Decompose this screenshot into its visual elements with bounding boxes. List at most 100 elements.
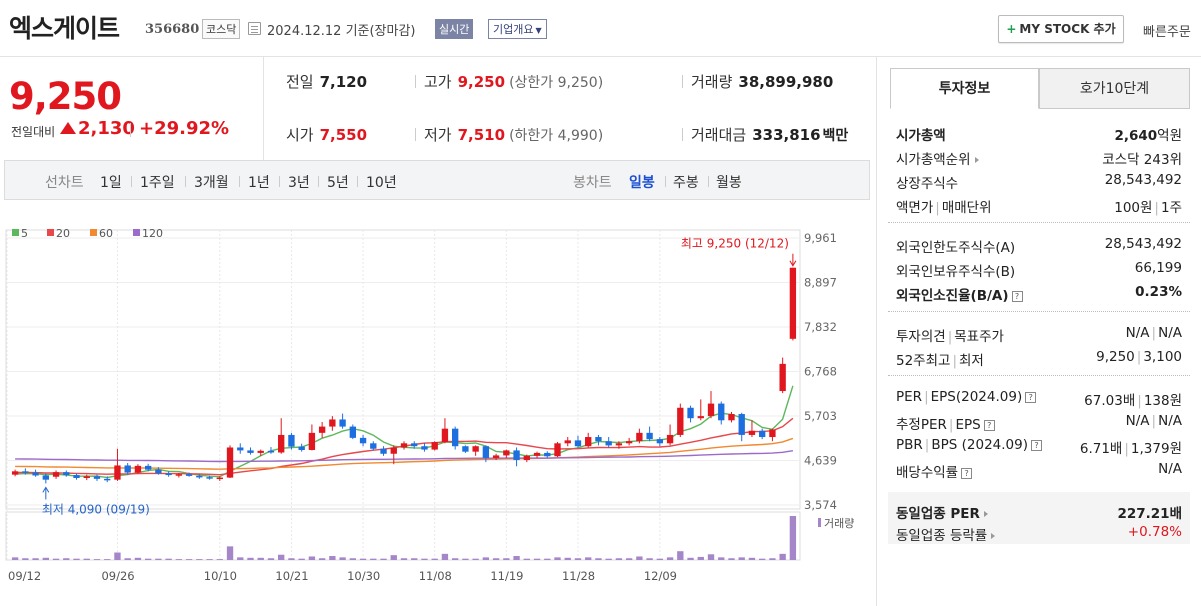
volume-bar [104, 559, 111, 560]
opinion-val: N/A [1125, 325, 1150, 341]
candle-body [421, 446, 428, 450]
candle-body [104, 478, 111, 481]
sector-rate-row[interactable]: 동일업종 등락률 +0.78% [896, 522, 1182, 544]
sector-per-text: 동일업종 PER [896, 506, 980, 522]
tab-invest-info[interactable]: 투자정보 [890, 68, 1039, 109]
w52-high-text: 52주최고 [896, 353, 951, 369]
change-amount-value: 2,130 [78, 118, 135, 139]
candle-body [605, 441, 612, 446]
x-tick-label: 10/10 [204, 569, 237, 583]
candle-body [677, 407, 684, 435]
volume-bar [278, 554, 285, 560]
period-1d[interactable]: 1일 [100, 175, 122, 191]
volume-bar [165, 558, 172, 560]
volume-bar [625, 558, 633, 560]
candle-body [247, 450, 254, 453]
realtime-button[interactable]: 실시간 [435, 19, 474, 39]
candle-weekly[interactable]: 주봉 [673, 175, 699, 191]
help-icon[interactable]: ? [1011, 290, 1023, 302]
candle-body [585, 437, 592, 447]
divider [888, 311, 1190, 312]
plot-frame [5, 229, 801, 510]
top-header: 엑스게이트 356680 코스닥 2024.12.12 기준(장마감) 실시간 … [0, 0, 1201, 57]
divider [318, 176, 319, 187]
period-1y[interactable]: 1년 [248, 175, 270, 191]
candle-body [226, 447, 234, 478]
help-icon[interactable]: ? [1025, 391, 1037, 403]
candle-body [400, 443, 408, 448]
foreign-rate-row: 외국인소진율(B/A)? 0.23% [896, 282, 1182, 304]
volume-bar [329, 556, 336, 560]
help-icon[interactable]: ? [1030, 439, 1042, 451]
price-chart[interactable]: 9,961 8,897 7,832 6,768 5,703 4,639 3,574 09/12… [4, 200, 870, 606]
period-3m[interactable]: 3개월 [194, 175, 229, 191]
volume-bar [421, 558, 428, 560]
candle-body [144, 465, 152, 470]
volume-bar [462, 558, 469, 560]
candle-body [390, 447, 397, 454]
volume-bar [687, 557, 694, 560]
volume-bar [155, 558, 162, 560]
help-icon[interactable]: ? [961, 467, 973, 479]
w52-low-text: 최저 [959, 353, 984, 369]
candle-body [52, 472, 60, 477]
divider [665, 176, 666, 187]
sector-per-row[interactable]: 동일업종 PER 227.21배 [896, 500, 1182, 522]
est-eps-text: EPS [955, 417, 981, 433]
period-1w[interactable]: 1주일 [140, 175, 175, 191]
volume-bar [503, 558, 510, 560]
candle-body [329, 419, 336, 427]
date-basis: 2024.12.12 기준(장마감) [267, 24, 416, 39]
period-10y[interactable]: 10년 [366, 175, 397, 191]
candle-body [718, 403, 725, 421]
candle-body [32, 472, 39, 476]
volume-bar [472, 558, 479, 560]
pbr-val: 6.71배 [1079, 441, 1123, 457]
candle-body [298, 446, 305, 450]
w52-label: 52주최고 | 최저 [896, 353, 984, 369]
volume: 거래량 38,899,980 [691, 71, 833, 92]
opinion-row: 투자의견 | 목표주가 N/A | N/A [896, 323, 1182, 345]
overview-label: 기업개요 [493, 23, 534, 36]
candle-body [257, 450, 264, 453]
sector-rate-value: +0.78% [1127, 524, 1182, 540]
help-icon[interactable]: ? [983, 419, 995, 431]
volume-bar [226, 546, 234, 560]
divider [888, 222, 1190, 223]
candle-body [666, 434, 674, 444]
cap-rank-row[interactable]: 시가총액순위 코스닥 243위 [896, 146, 1182, 168]
plus-icon: + [1006, 22, 1017, 36]
candle-body [503, 450, 510, 456]
quick-order-button[interactable]: 빠른주문 [1143, 25, 1191, 40]
volume-bar [288, 558, 295, 560]
divider [239, 176, 240, 187]
candle-monthly[interactable]: 월봉 [716, 175, 742, 191]
x-tick-label: 10/30 [347, 569, 380, 583]
company-name: 엑스게이트 [9, 14, 120, 43]
market-cap-label: 시가총액 [896, 128, 946, 144]
candle-body [564, 440, 571, 444]
candle-daily[interactable]: 일봉 [629, 175, 655, 191]
chevron-down-icon: ▼ [535, 26, 542, 35]
est-eps-val: N/A [1158, 413, 1182, 429]
high-label: 고가 [424, 73, 452, 91]
period-3y[interactable]: 3년 [288, 175, 310, 191]
add-mystock-button[interactable]: + MY STOCK 추가 [998, 15, 1124, 43]
foreign-rate-text: 외국인소진율(B/A) [896, 288, 1009, 304]
candle-body [411, 443, 418, 447]
candle-body [114, 465, 121, 480]
tab-orderbook[interactable]: 호가10단계 [1039, 68, 1190, 109]
volume-bar [431, 558, 438, 560]
divider [131, 176, 132, 187]
legend-swatch [133, 229, 140, 236]
foreign-limit-label: 외국인한도주식수(A) [896, 240, 1016, 256]
legend-label: 120 [142, 227, 163, 240]
period-5y[interactable]: 5년 [327, 175, 349, 191]
eps-text: EPS(2024.09) [930, 389, 1023, 405]
y-tick-label: 4,639 [804, 453, 837, 467]
company-overview-dropdown[interactable]: 기업개요 ▼ [488, 19, 547, 39]
w52-high-val: 9,250 [1096, 349, 1135, 365]
est-per-label: 추정PER | EPS? [896, 413, 995, 433]
volume-bar [308, 556, 316, 560]
open-label: 시가 [286, 126, 314, 144]
